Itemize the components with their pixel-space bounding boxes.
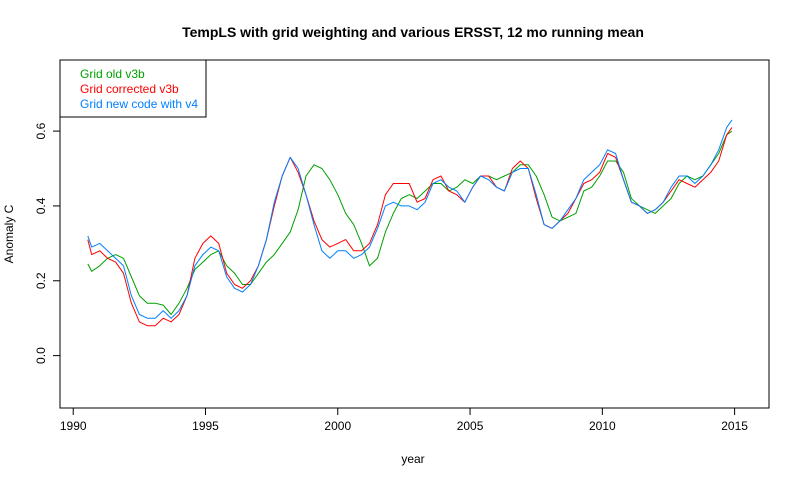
legend-box xyxy=(59,59,207,118)
series-layer xyxy=(87,119,733,327)
x-tick-label: 1995 xyxy=(192,419,219,433)
legend: Grid old v3b Grid corrected v3b Grid new… xyxy=(59,59,207,118)
x-tick-label: 1990 xyxy=(60,419,87,433)
series-line-2 xyxy=(87,119,733,319)
chart-title: TempLS with grid weighting and various E… xyxy=(182,24,644,40)
series-line-0 xyxy=(87,130,733,315)
y-axis: 0.0 0.2 0.4 0.6 xyxy=(34,122,61,364)
y-tick-label: 0.6 xyxy=(34,122,48,139)
x-axis: 1990 1995 2000 2005 2010 2015 xyxy=(60,407,748,433)
legend-entry-0: Grid old v3b xyxy=(80,67,145,81)
x-tick-label: 2015 xyxy=(721,419,748,433)
y-tick-label: 0.4 xyxy=(34,197,48,214)
x-tick-label: 2000 xyxy=(324,419,351,433)
legend-entry-1: Grid corrected v3b xyxy=(80,82,179,96)
x-tick-label: 2005 xyxy=(457,419,484,433)
y-axis-label: Anomaly C xyxy=(2,204,16,263)
y-tick-label: 0.2 xyxy=(34,272,48,289)
x-axis-label: year xyxy=(401,452,424,466)
x-tick-label: 2010 xyxy=(589,419,616,433)
legend-entry-2: Grid new code with v4 xyxy=(80,97,198,111)
series-line-1 xyxy=(87,127,733,327)
y-tick-label: 0.0 xyxy=(34,347,48,364)
